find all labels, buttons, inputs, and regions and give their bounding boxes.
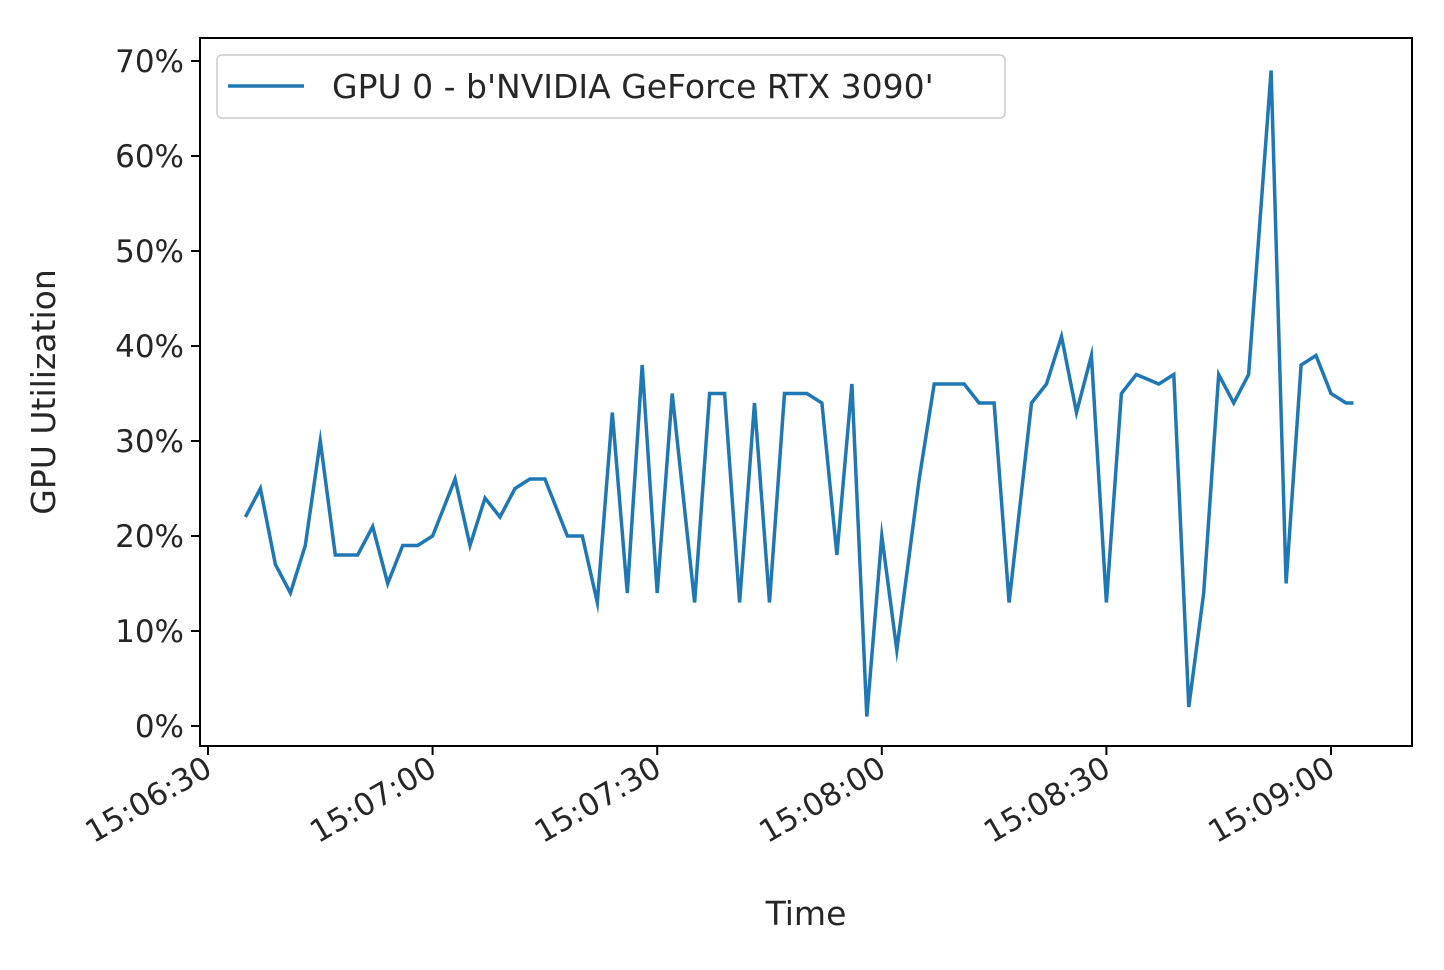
- data-point: [335, 555, 336, 556]
- plot-frame: [199, 37, 1413, 747]
- data-point: [245, 517, 246, 518]
- data-point: [754, 403, 755, 404]
- legend-label: GPU 0 - b'NVIDIA GeForce RTX 3090': [332, 67, 934, 106]
- data-point: [642, 365, 643, 366]
- x-tick-label: 15:08:30: [978, 750, 1117, 851]
- y-tick-label: 50%: [115, 234, 184, 270]
- data-point: [919, 479, 920, 480]
- data-point: [1301, 365, 1302, 366]
- data-point: [1218, 374, 1219, 375]
- data-point: [934, 384, 935, 385]
- data-point: [949, 384, 950, 385]
- data-point: [784, 393, 785, 394]
- data-point: [417, 545, 418, 546]
- data-point: [275, 564, 276, 565]
- legend-box: [216, 54, 1006, 119]
- x-axis: 15:06:30 15:07:00 15:07:30 15:08:00 15:08:30…: [79, 746, 1341, 851]
- data-point: [896, 650, 897, 651]
- data-point: [320, 441, 321, 442]
- data-point: [994, 403, 995, 404]
- data-point: [1331, 393, 1332, 394]
- data-point: [739, 602, 740, 603]
- x-tick-label: 15:07:30: [529, 750, 668, 851]
- data-point: [1173, 374, 1174, 375]
- data-point: [357, 555, 358, 556]
- data-point: [1353, 403, 1354, 404]
- data-point: [1136, 374, 1137, 375]
- data-point: [290, 593, 291, 594]
- data-point: [485, 498, 486, 499]
- data-point: [964, 384, 965, 385]
- data-point: [979, 403, 980, 404]
- data-point: [1271, 70, 1272, 71]
- x-axis-title: Time: [765, 894, 847, 933]
- x-tick-label: 15:08:00: [753, 750, 892, 851]
- data-point: [1316, 355, 1317, 356]
- data-point: [567, 536, 568, 537]
- data-point: [1106, 602, 1107, 603]
- y-tick-label: 10%: [115, 614, 184, 650]
- data-point: [866, 716, 867, 717]
- data-point: [544, 479, 545, 480]
- data-point: [305, 545, 306, 546]
- data-point: [709, 393, 710, 394]
- data-point: [387, 583, 388, 584]
- data-point: [1076, 412, 1077, 413]
- data-point: [432, 536, 433, 537]
- data-point: [1248, 374, 1249, 375]
- y-axis-title: GPU Utilization: [24, 269, 63, 514]
- data-point: [657, 593, 658, 594]
- data-point: [529, 479, 530, 480]
- data-point: [1158, 384, 1159, 385]
- data-point: [1046, 384, 1047, 385]
- data-point: [500, 517, 501, 518]
- series-line-gpu-0: [243, 70, 1354, 717]
- data-point: [627, 593, 628, 594]
- data-point: [1286, 583, 1287, 584]
- legend: GPU 0 - b'NVIDIA GeForce RTX 3090': [216, 54, 1006, 119]
- y-tick-label: 30%: [115, 424, 184, 460]
- data-point: [582, 536, 583, 537]
- y-axis: 0% 10% 20% 30% 40% 50% 60% 70%: [115, 44, 200, 745]
- data-point: [881, 536, 882, 537]
- data-point: [515, 488, 516, 489]
- data-point: [597, 602, 598, 603]
- data-point: [672, 393, 673, 394]
- data-point: [470, 545, 471, 546]
- data-point: [455, 479, 456, 480]
- data-point: [372, 526, 373, 527]
- data-point: [724, 393, 725, 394]
- x-tick-label: 15:09:00: [1202, 750, 1341, 851]
- x-tick-label: 15:06:30: [79, 750, 218, 851]
- data-point: [821, 403, 822, 404]
- data-point: [769, 602, 770, 603]
- data-point: [612, 412, 613, 413]
- data-point: [806, 393, 807, 394]
- x-tick-label: 15:07:00: [304, 750, 443, 851]
- y-tick-label: 70%: [115, 44, 184, 80]
- y-tick-label: 40%: [115, 329, 184, 365]
- y-tick-label: 60%: [115, 139, 184, 175]
- data-point: [1061, 336, 1062, 337]
- data-point: [836, 555, 837, 556]
- data-point: [1091, 355, 1092, 356]
- data-point: [694, 602, 695, 603]
- y-tick-label: 0%: [135, 709, 184, 745]
- data-point: [1346, 403, 1347, 404]
- data-point: [1009, 602, 1010, 603]
- data-point: [260, 488, 261, 489]
- data-point: [1121, 393, 1122, 394]
- series-layer: [243, 70, 1354, 717]
- y-tick-label: 20%: [115, 519, 184, 555]
- data-point: [1203, 593, 1204, 594]
- data-point: [1188, 707, 1189, 708]
- data-point: [1233, 403, 1234, 404]
- data-point: [1031, 403, 1032, 404]
- data-point: [851, 384, 852, 385]
- data-point: [402, 545, 403, 546]
